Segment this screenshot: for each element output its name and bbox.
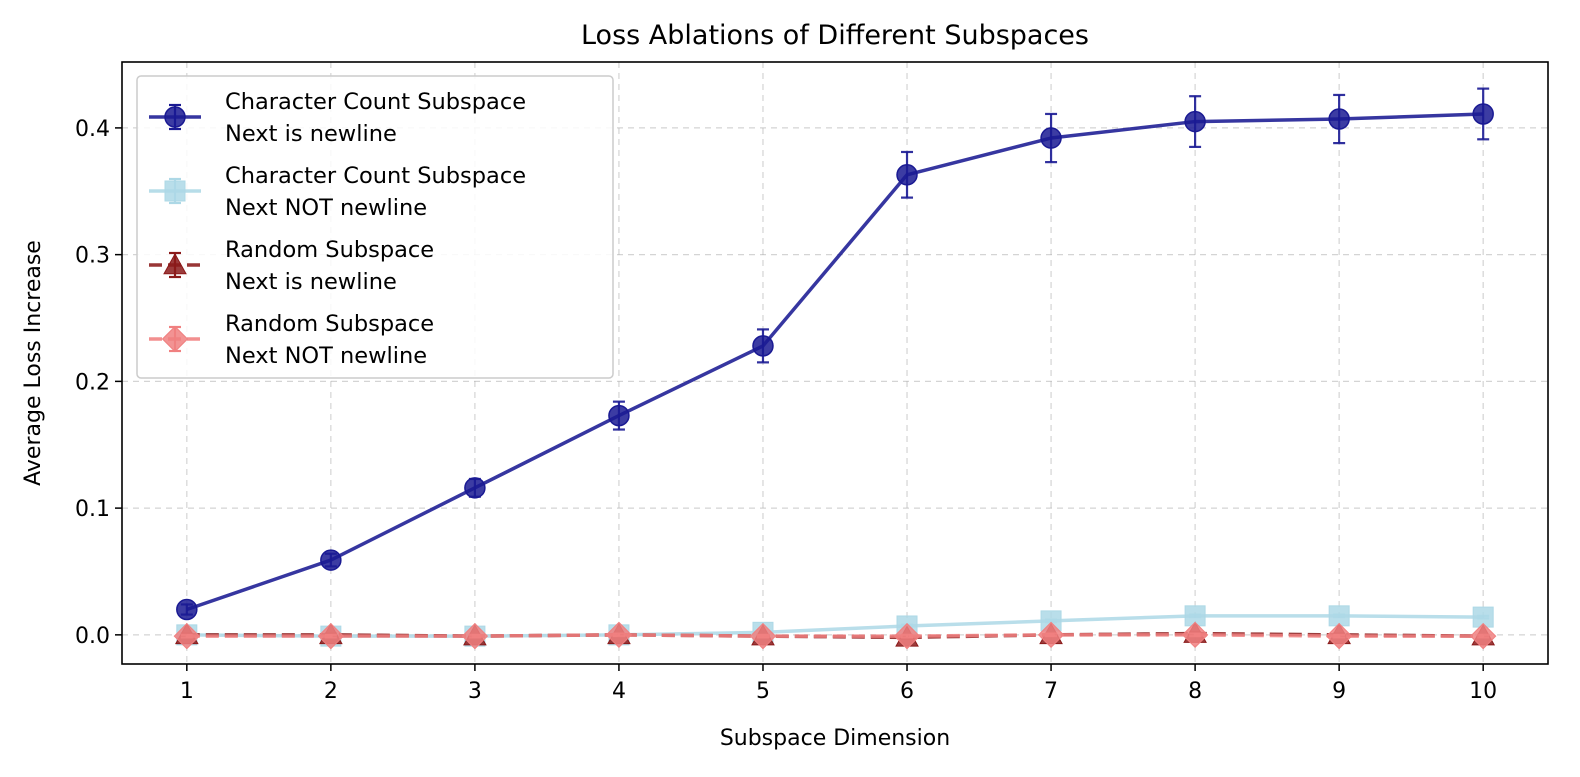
data-point — [1184, 110, 1206, 133]
y-tick-label: 0.2 — [75, 370, 110, 395]
legend-label: Character Count Subspace — [225, 163, 526, 189]
legend-label: Random Subspace — [225, 237, 434, 263]
data-point — [1181, 621, 1209, 649]
series-line — [186, 633, 1484, 638]
y-tick-label: 0.1 — [75, 497, 110, 522]
y-axis-label: Average Loss Increase — [21, 240, 46, 486]
legend-entry: Random Subspace Next NOT newline — [149, 311, 434, 369]
x-tick-label: 7 — [1044, 679, 1058, 704]
x-axis-label: Subspace Dimension — [720, 726, 950, 751]
legend-marker — [163, 252, 187, 275]
x-tick-label: 6 — [900, 679, 914, 704]
series-line — [186, 112, 1484, 612]
data-point — [173, 622, 201, 650]
x-tick-label: 2 — [324, 679, 338, 704]
x-tick-label: 1 — [180, 679, 194, 704]
x-tick-label: 4 — [612, 679, 626, 704]
y-tick-label: 0.4 — [75, 117, 110, 142]
x-tick-label: 8 — [1188, 679, 1202, 704]
series-layer — [173, 87, 1497, 650]
legend-marker — [161, 325, 189, 353]
legend-marker — [164, 106, 186, 128]
data-point — [464, 477, 486, 499]
legend-label: Random Subspace — [225, 311, 434, 337]
data-point — [749, 622, 777, 650]
x-tick-label: 10 — [1469, 679, 1497, 704]
legend-box — [136, 75, 614, 379]
legend-label: Character Count Subspace — [225, 89, 526, 115]
x-tick-label: 3 — [468, 679, 482, 704]
data-point — [176, 598, 198, 621]
legend-entry: Character Count Subspace Next NOT newlin… — [149, 163, 526, 221]
data-point — [320, 549, 342, 571]
legend-label: Next NOT newline — [225, 195, 427, 221]
y-tick-label: 0.3 — [75, 244, 110, 269]
data-point — [1472, 103, 1494, 125]
data-point — [1328, 108, 1350, 130]
series-0 — [176, 87, 1494, 621]
data-point — [317, 622, 345, 650]
legend-label: Next is newline — [225, 269, 397, 295]
series-3 — [173, 621, 1497, 650]
data-point — [752, 335, 774, 357]
data-point — [461, 622, 489, 650]
y-tick-label: 0.0 — [75, 624, 110, 649]
legend: Character Count Subspace Next is newline… — [136, 75, 614, 379]
data-point — [1040, 127, 1062, 149]
data-point — [1325, 622, 1353, 650]
data-point — [896, 164, 918, 186]
x-tick-label: 5 — [756, 679, 770, 704]
legend-label: Next NOT newline — [225, 343, 427, 369]
data-point — [1037, 621, 1065, 649]
data-point — [1469, 622, 1497, 650]
axis-ticks: 1 2 3 4 5 6 7 8 9 10 0.0 0.1 0.2 0.3 0.4 — [75, 117, 1497, 704]
legend-entry: Character Count Subspace Next is newline — [149, 89, 526, 147]
chart-title: Loss Ablations of Different Subspaces — [581, 20, 1089, 51]
legend-label: Next is newline — [225, 121, 397, 147]
plot-frame — [121, 61, 1549, 665]
data-point — [608, 404, 630, 427]
data-point — [893, 622, 921, 650]
data-point — [605, 621, 633, 649]
legend-marker — [164, 180, 186, 202]
x-tick-label: 9 — [1332, 679, 1346, 704]
legend-entry: Random Subspace Next is newline — [149, 237, 434, 295]
